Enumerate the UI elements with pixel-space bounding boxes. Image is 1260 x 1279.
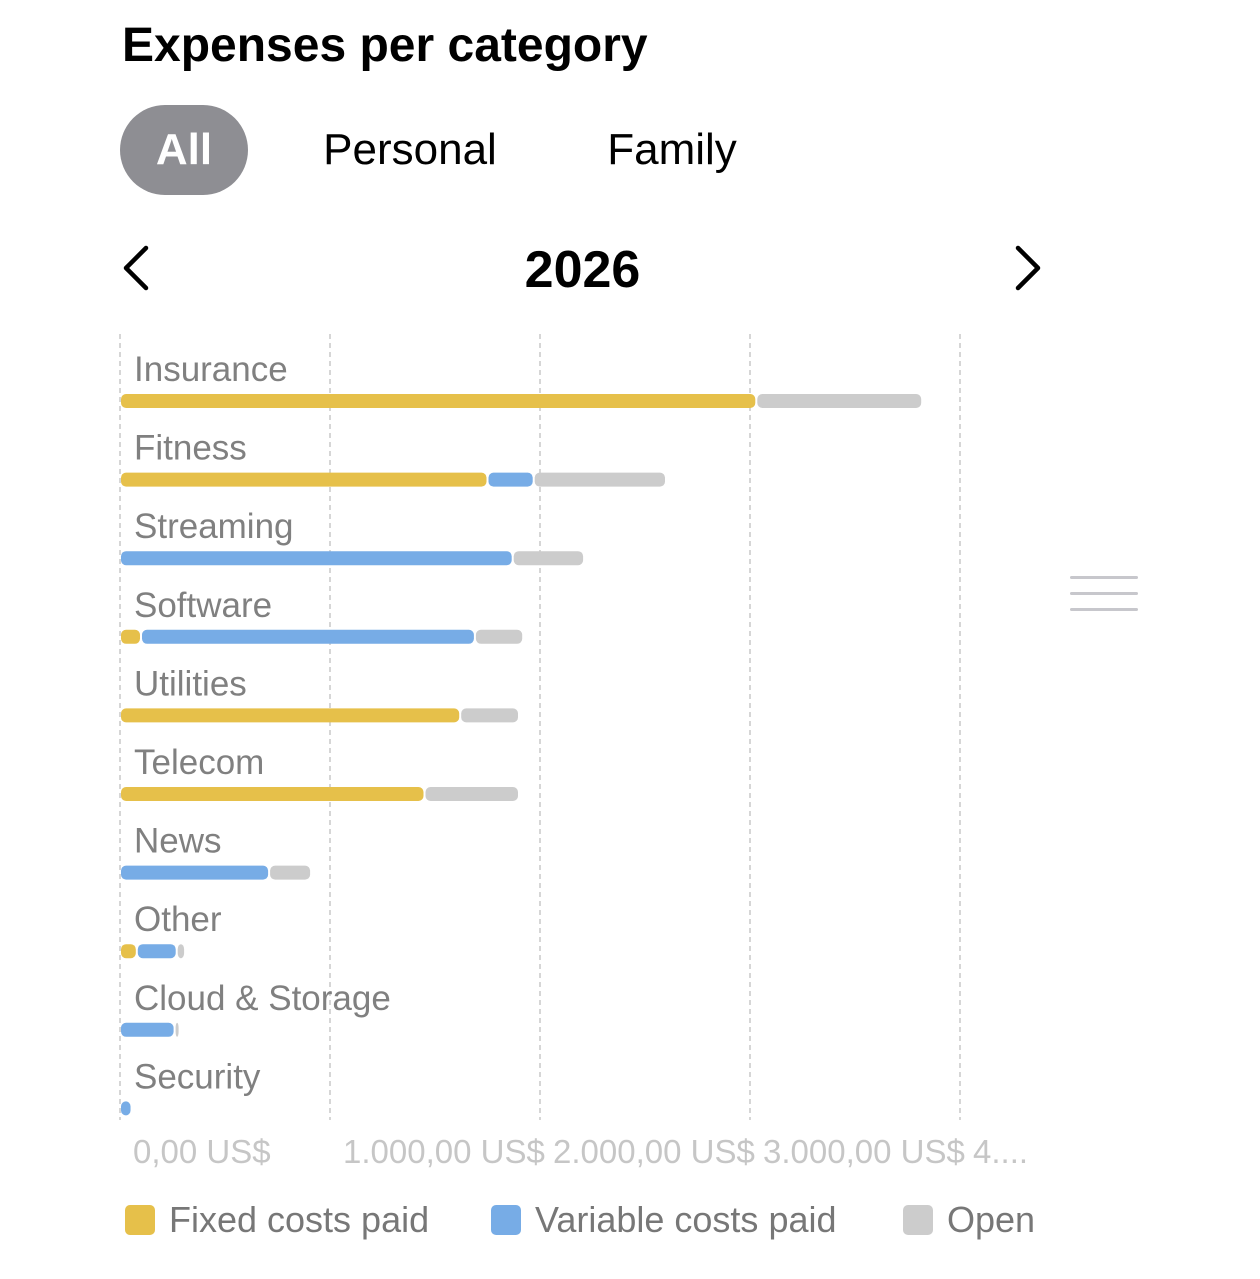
bar-open-0 [757,394,922,408]
category-label-9: Security [134,1057,261,1096]
x-tick-label-3: 3.000,00 US$ [763,1133,965,1170]
filter-personal[interactable]: Personal [323,125,497,174]
category-label-7: Other [134,900,222,939]
bar-variable-7 [137,944,176,959]
x-tick-label-1: 1.000,00 US$ [343,1133,545,1170]
bar-open-7 [177,944,185,959]
category-label-6: News [134,822,222,861]
category-label-5: Telecom [134,743,264,782]
filter-family[interactable]: Family [607,125,737,174]
bar-variable-6 [121,865,269,880]
bar-variable-3 [142,629,474,644]
page-title: Expenses per category [122,19,648,72]
x-tick-label-0: 0,00 US$ [133,1133,271,1170]
category-label-1: Fitness [134,429,247,468]
category-label-0: Insurance [134,350,288,389]
bar-variable-1 [488,472,533,487]
bar-variable-9 [121,1101,131,1116]
category-label-3: Software [134,586,272,625]
bar-fixed-5 [121,787,424,801]
chevron-right-icon[interactable] [1010,242,1050,294]
period-year: 2026 [524,241,641,299]
bar-fixed-7 [121,944,136,959]
category-label-8: Cloud & Storage [134,979,391,1018]
category-filter: All Personal Family [120,105,800,195]
bar-open-1 [534,472,665,487]
category-label-2: Streaming [134,507,294,546]
legend-item-open: Open [903,1198,1035,1242]
filter-all[interactable]: All [120,105,248,195]
bar-fixed-0 [121,394,756,408]
bar-open-4 [461,708,518,723]
drag-handle-icon[interactable] [1070,576,1138,616]
legend-swatch-variable [491,1205,521,1235]
period-navigator: 2026 [120,230,1045,310]
bar-fixed-4 [121,708,460,723]
bar-fixed-1 [121,472,487,487]
bar-variable-2 [121,551,512,566]
bar-open-8 [175,1022,179,1037]
bar-open-2 [513,551,584,566]
bar-variable-8 [121,1022,174,1037]
bar-fixed-3 [121,629,140,644]
legend-label-fixed: Fixed costs paid [169,1199,430,1240]
bar-open-6 [270,865,311,880]
x-tick-label-4: 4.... [973,1133,1028,1170]
category-label-4: Utilities [134,664,247,703]
legend-swatch-fixed [125,1205,155,1235]
bar-open-5 [425,787,518,801]
legend-item-variable: Variable costs paid [491,1198,837,1242]
legend-label-open: Open [947,1199,1036,1240]
x-tick-label-2: 2.000,00 US$ [553,1133,755,1170]
legend-item-fixed: Fixed costs paid [125,1198,429,1242]
legend-swatch-open [903,1205,933,1235]
expenses-bar-chart: 0,00 US$ 1.000,00 US$ 2.000,00 US$ 3.000,00… [119,334,1028,1170]
chevron-left-icon[interactable] [120,242,160,294]
legend-label-variable: Variable costs paid [535,1199,837,1240]
chart-legend: Fixed costs paid Variable costs paid Ope… [125,1198,1085,1242]
bar-open-3 [475,629,523,644]
